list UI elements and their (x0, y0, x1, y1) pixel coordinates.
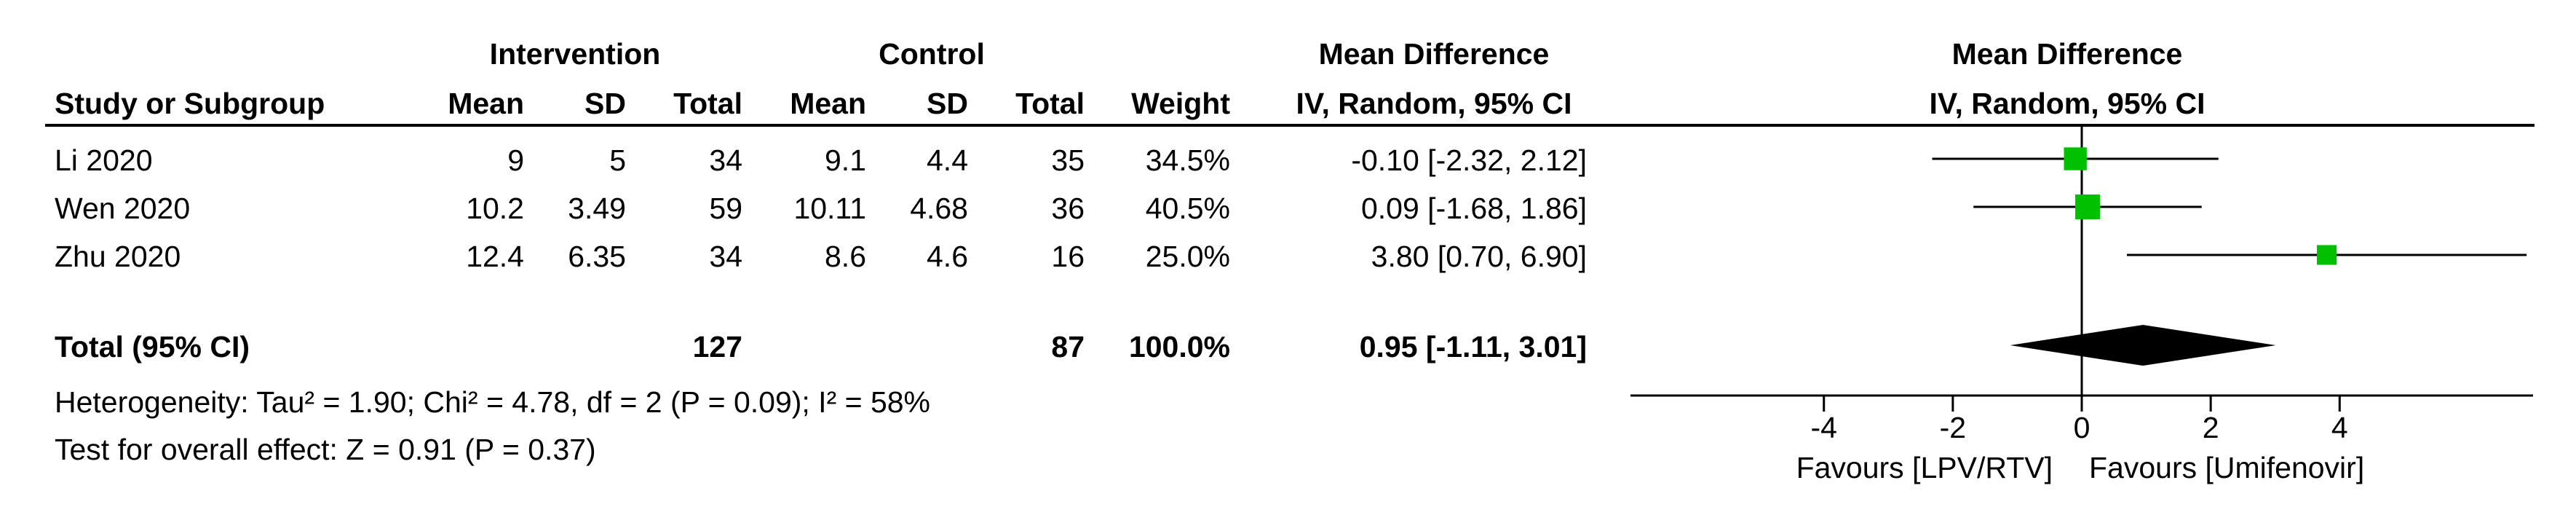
header-study: Study or Subgroup (55, 87, 325, 120)
x-tick-label: 2 (2203, 411, 2219, 444)
total2-cell: 36 (1051, 192, 1085, 225)
header-md-left: Mean Difference (1318, 37, 1550, 71)
study-marker (2064, 147, 2087, 170)
study-name: Zhu 2020 (55, 240, 181, 273)
header-mean1: Mean (448, 87, 524, 120)
mean1-cell: 10.2 (466, 192, 524, 225)
sd1-cell: 5 (609, 144, 626, 177)
x-tick-label: 4 (2331, 411, 2348, 444)
header-group-intervention: Intervention (489, 37, 661, 71)
sd1-cell: 6.35 (568, 240, 626, 273)
total1-cell: 34 (709, 144, 742, 177)
header-total2: Total (1015, 87, 1085, 120)
total-weight: 100.0% (1128, 330, 1230, 363)
total2-cell: 35 (1051, 144, 1085, 177)
sd2-cell: 4.4 (927, 144, 968, 177)
weight-cell: 34.5% (1145, 144, 1230, 177)
total1-cell: 34 (709, 240, 742, 273)
study-marker (2317, 245, 2337, 265)
mean2-cell: 9.1 (825, 144, 866, 177)
forest-plot-layer: -4 -2 0 2 4 (1630, 125, 2533, 444)
header-sd2: SD (927, 87, 968, 120)
header-mean2: Mean (790, 87, 866, 120)
x-tick-label: -2 (1940, 411, 1966, 444)
total2-sum: 87 (1051, 330, 1085, 363)
sd2-cell: 4.6 (927, 240, 968, 273)
header-group-control: Control (879, 37, 985, 71)
weight-cell: 40.5% (1145, 192, 1230, 225)
total1-cell: 59 (709, 192, 742, 225)
x-tick-label: -4 (1810, 411, 1836, 444)
mean1-cell: 12.4 (466, 240, 524, 273)
favours-right-label: Favours [Umifenovir] (2089, 451, 2365, 484)
header-sd1: SD (584, 87, 626, 120)
x-tick-label: 0 (2074, 411, 2090, 444)
header-md-right: Mean Difference (1951, 37, 2183, 71)
total1-sum: 127 (692, 330, 742, 363)
sd2-cell: 4.68 (910, 192, 968, 225)
header-weight: Weight (1131, 87, 1230, 120)
ci-cell: 0.09 [-1.68, 1.86] (1360, 192, 1587, 225)
ci-cell: -0.10 [-2.32, 2.12] (1351, 144, 1587, 177)
mean2-cell: 8.6 (825, 240, 866, 273)
pooled-diamond (2010, 325, 2276, 366)
header-total1: Total (673, 87, 742, 120)
study-name: Li 2020 (55, 144, 153, 177)
header-method-right: IV, Random, 95% CI (1929, 87, 2206, 120)
mean2-cell: 10.11 (793, 192, 866, 225)
heterogeneity-text: Heterogeneity: Tau² = 1.90; Chi² = 4.78,… (55, 385, 931, 419)
study-name: Wen 2020 (55, 192, 191, 225)
study-marker (2074, 194, 2100, 219)
total2-cell: 16 (1051, 240, 1085, 273)
mean1-cell: 9 (507, 144, 524, 177)
total-label: Total (95% CI) (55, 330, 250, 363)
header-rule (45, 124, 2535, 127)
sd1-cell: 3.49 (568, 192, 626, 225)
ci-cell: 3.80 [0.70, 6.90] (1371, 240, 1587, 273)
favours-left-label: Favours [LPV/RTV] (1796, 451, 2053, 484)
total-ci: 0.95 [-1.11, 3.01] (1359, 330, 1587, 363)
overall-effect-text: Test for overall effect: Z = 0.91 (P = 0… (55, 433, 596, 466)
header-method-left: IV, Random, 95% CI (1296, 87, 1572, 120)
weight-cell: 25.0% (1145, 240, 1230, 273)
